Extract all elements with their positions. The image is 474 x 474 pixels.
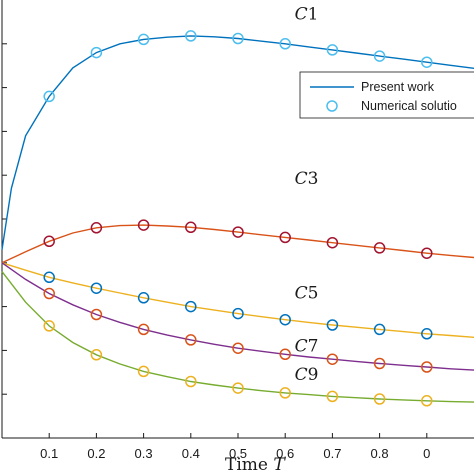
marker-c7 — [279, 348, 291, 361]
marker-c9 — [232, 382, 244, 394]
x-tick-label: 0.4 — [182, 446, 200, 461]
marker-c1 — [279, 38, 291, 50]
legend-label-numerical-solution: Numerical solutio — [361, 99, 457, 113]
x-tick-label: 0.7 — [323, 446, 341, 461]
marker-c7 — [232, 342, 244, 354]
marker-c1 — [137, 33, 150, 46]
legend-label-present-work: Present work — [361, 80, 435, 94]
marker-c1 — [373, 50, 386, 62]
marker-c5 — [232, 307, 244, 320]
marker-c9 — [373, 393, 386, 405]
curve-label-c3: C3 — [295, 169, 319, 189]
marker-c5 — [373, 323, 386, 336]
marker-c5 — [421, 328, 433, 340]
marker-c3 — [185, 221, 197, 234]
x-tick-label: 0.6 — [276, 446, 294, 461]
curve-c9 — [1, 271, 474, 403]
marker-c7 — [43, 287, 55, 300]
marker-c9 — [185, 375, 197, 388]
marker-c5 — [90, 282, 103, 294]
marker-c1 — [90, 46, 103, 59]
marker-c1 — [185, 30, 197, 42]
x-tick-label: 0 — [423, 446, 430, 461]
x-tick-label: 0.5 — [229, 446, 247, 461]
marker-c9 — [137, 365, 150, 378]
marker-c1 — [326, 44, 339, 56]
curve-c5 — [1, 262, 474, 338]
curve-labels: C1 C3 C5 C7 C9 — [295, 5, 319, 386]
x-tick-label: 0.2 — [87, 446, 105, 461]
marker-c3 — [137, 219, 150, 231]
marker-c3 — [421, 247, 433, 259]
curve-c3 — [1, 224, 474, 264]
marker-c9 — [43, 320, 55, 332]
curves — [1, 35, 474, 403]
curve-label-c9: C9 — [295, 365, 319, 385]
marker-c5 — [137, 292, 150, 304]
marker-c9 — [279, 387, 291, 399]
marker-c1 — [421, 56, 433, 68]
marker-c7 — [90, 308, 103, 321]
legend: Present work Numerical solutio — [299, 71, 474, 119]
axes: 0.1 0.2 0.3 0.4 0.5 0.6 0.7 0.8 0 — [1, 0, 474, 461]
curve-label-c1: C1 — [295, 5, 319, 25]
marker-c9 — [326, 390, 339, 403]
curve-c1 — [1, 35, 474, 250]
marker-c7 — [421, 361, 433, 373]
marker-c3 — [43, 235, 55, 248]
marker-c3 — [90, 222, 103, 234]
legend-circle-swatch — [326, 100, 338, 112]
marker-c7 — [326, 353, 339, 365]
marker-c3 — [326, 236, 339, 249]
marker-c3 — [279, 231, 291, 244]
marker-c1 — [43, 90, 55, 103]
x-axis-title: Time T — [225, 455, 286, 474]
marker-c7 — [137, 323, 150, 336]
marker-c5 — [43, 271, 55, 284]
curve-c7 — [1, 262, 474, 371]
marker-c9 — [90, 349, 103, 361]
marker-c7 — [185, 334, 197, 346]
curve-label-c5: C5 — [295, 284, 319, 304]
marker-c3 — [373, 242, 386, 254]
x-tick-label: 0.1 — [40, 446, 58, 461]
markers — [43, 30, 433, 407]
marker-c9 — [421, 395, 433, 407]
marker-c1 — [232, 32, 244, 45]
marker-c5 — [279, 313, 291, 326]
marker-c5 — [185, 300, 197, 313]
marker-c5 — [326, 319, 339, 331]
marker-c7 — [373, 357, 386, 370]
x-tick-label: 0.8 — [371, 446, 389, 461]
x-tick-label: 0.3 — [135, 446, 153, 461]
x-axis-title-text: Time — [225, 455, 273, 474]
curve-label-c7: C7 — [295, 336, 319, 356]
x-axis-title-var: T — [273, 455, 286, 474]
marker-c3 — [232, 226, 244, 238]
